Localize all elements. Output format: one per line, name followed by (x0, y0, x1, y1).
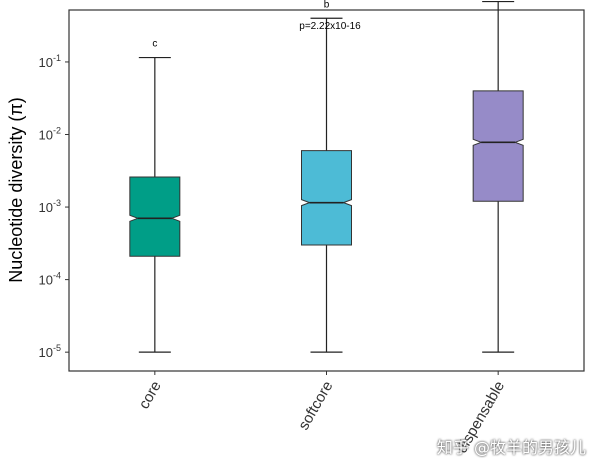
x-tick-label: softcore (295, 378, 336, 433)
y-tick-label: 10-3 (39, 198, 61, 215)
y-tick-base: 10 (39, 200, 53, 215)
y-tick-base: 10 (39, 55, 53, 70)
significance-letter: b (324, 0, 330, 10)
y-tick-exponent: -4 (53, 271, 61, 281)
x-tick-label: core (135, 378, 164, 412)
y-tick-base: 10 (39, 128, 53, 143)
y-tick-exponent: -2 (53, 126, 61, 136)
boxes-layer: c b a (129, 0, 524, 353)
box-softcore: b (301, 0, 352, 353)
box-body (301, 150, 352, 246)
y-tick-base: 10 (39, 345, 53, 360)
y-tick-label: 10-4 (39, 271, 61, 288)
box-dispensable: a (472, 0, 524, 353)
box-body (472, 90, 524, 202)
y-axis: 10-510-410-310-210-1 (39, 53, 69, 360)
y-tick-base: 10 (39, 273, 53, 288)
box-body (129, 176, 181, 257)
y-tick-label: 10-5 (39, 343, 61, 360)
y-tick-label: 10-2 (39, 126, 61, 143)
watermark: 知乎 @牧羊的男孩儿 (436, 438, 586, 457)
significance-letter: c (152, 39, 157, 50)
y-tick-exponent: -1 (53, 53, 61, 63)
y-axis-title: Nucleotide diversity (π) (6, 97, 26, 282)
p-value-annotation: p=2.22x10-16 (299, 21, 361, 32)
box-core: c (129, 39, 181, 353)
y-tick-label: 10-1 (39, 53, 61, 70)
y-tick-exponent: -5 (53, 343, 61, 353)
y-tick-exponent: -3 (53, 198, 61, 208)
